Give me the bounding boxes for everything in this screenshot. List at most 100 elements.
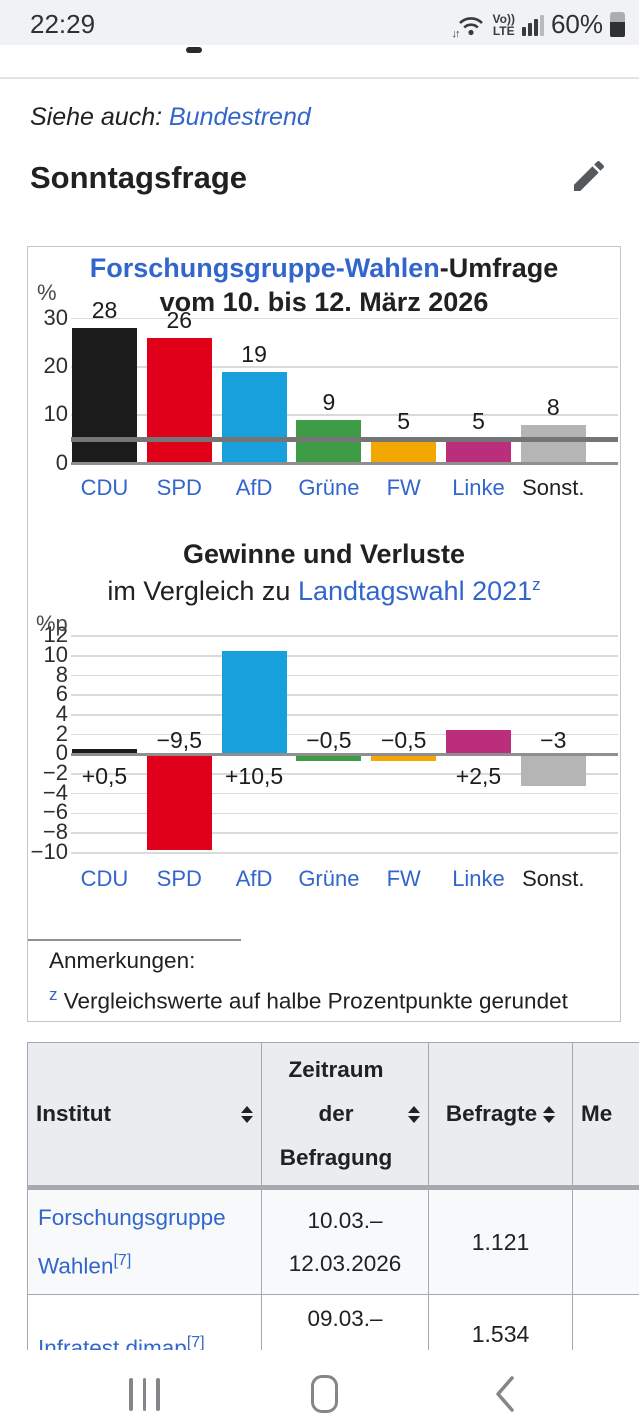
bar-SPD xyxy=(146,756,212,850)
bar-SPD xyxy=(146,337,212,464)
header-divider xyxy=(0,77,639,79)
befragte-cell: 1.534 xyxy=(428,1294,573,1350)
sort-arrows-icon[interactable] xyxy=(543,1105,556,1123)
chart2-unit-label: %p xyxy=(36,611,68,636)
bar-value-label: −0,5 xyxy=(380,726,427,753)
institut-link[interactable]: Forschungsgruppe Wahlen xyxy=(38,1205,226,1279)
party-label-Linke[interactable]: Linke xyxy=(452,475,505,500)
column-header-3[interactable]: Befragte xyxy=(428,1042,573,1190)
poll-table: Institut Zeitraum der Befragung Befragte Me… xyxy=(27,1042,639,1350)
reference-link[interactable]: [7] xyxy=(113,1252,132,1270)
bundestrend-link[interactable]: Bundestrend xyxy=(169,103,311,131)
party-label-SPD[interactable]: SPD xyxy=(156,475,202,500)
five-percent-threshold-line xyxy=(71,436,618,442)
gridline xyxy=(71,674,618,677)
methode-cell xyxy=(572,1294,639,1350)
bar-CDU xyxy=(72,328,137,464)
party-label-CDU[interactable]: CDU xyxy=(80,866,129,891)
volte-indicator: Vo)) LTE xyxy=(492,11,515,38)
bar-value-label: 28 xyxy=(91,297,118,324)
gridline xyxy=(71,655,618,657)
gridline xyxy=(71,414,618,416)
institut-cell: Forschungsgruppe Wahlen[7] xyxy=(27,1187,262,1295)
bar-value-label: 26 xyxy=(166,306,193,333)
bar-Sonst. xyxy=(520,424,586,464)
bar-value-label: 9 xyxy=(322,389,336,416)
system-navbar xyxy=(0,1352,639,1422)
column-header-label: Befragte xyxy=(445,1101,538,1126)
chart1-subtitle: vom 10. bis 12. März 2026 xyxy=(159,287,489,317)
reference-link[interactable]: [7] xyxy=(186,1334,205,1350)
gridline xyxy=(71,317,618,320)
party-label-AfD[interactable]: AfD xyxy=(235,475,273,500)
chart1-unit-label: % xyxy=(37,280,57,305)
gridline xyxy=(71,694,618,696)
party-label-Grüne[interactable]: Grüne xyxy=(298,475,360,500)
back-button[interactable] xyxy=(494,1375,516,1418)
column-header-label: Me xyxy=(581,1101,613,1126)
y-tick-label: 30 xyxy=(43,304,68,330)
footnote-z-anchor[interactable]: z xyxy=(49,985,58,1004)
bar-Linke xyxy=(446,439,511,464)
zeitraum-cell: 10.03.– 12.03.2026 xyxy=(261,1187,429,1295)
gridline xyxy=(71,733,618,736)
status-icons: ↓↑ Vo)) LTE 60% xyxy=(452,9,625,40)
recent-apps-button[interactable] xyxy=(129,1378,160,1411)
institut-link[interactable]: Infratest dimap xyxy=(38,1335,187,1351)
column-header-1[interactable]: Institut xyxy=(27,1042,262,1190)
footnote-z-link[interactable]: z xyxy=(532,575,541,594)
home-button[interactable] xyxy=(311,1375,338,1413)
bar-value-label: 8 xyxy=(546,393,560,420)
chart1-title: Forschungsgruppe-Wahlen-Umfrage xyxy=(89,253,559,283)
y-tick-label: −2 xyxy=(42,760,68,785)
gridline xyxy=(71,714,618,716)
poll-table-wrapper[interactable]: Institut Zeitraum der Befragung Befragte Me… xyxy=(27,1042,639,1350)
party-label-FW[interactable]: FW xyxy=(386,475,421,500)
bar-value-label: 19 xyxy=(241,340,267,367)
party-label-CDU[interactable]: CDU xyxy=(80,475,129,500)
party-label-Grüne[interactable]: Grüne xyxy=(298,866,360,891)
table-row: Forschungsgruppe Wahlen[7] 10.03.– 12.03.2… xyxy=(27,1187,639,1295)
landtagswahl-2021-link[interactable]: Landtagswahl 2021 xyxy=(297,576,533,606)
gridline xyxy=(71,792,618,795)
column-header-2[interactable]: Zeitraum der Befragung xyxy=(261,1042,429,1190)
bar-value-label: −0,5 xyxy=(306,726,352,753)
y-tick-label: −8 xyxy=(42,819,68,845)
party-label-Linke[interactable]: Linke xyxy=(452,866,505,891)
bar-value-label: 5 xyxy=(472,408,485,435)
y-tick-label: 12 xyxy=(43,622,68,648)
bar-value-label: 5 xyxy=(397,408,411,435)
institut-cell: Infratest dimap[7] xyxy=(27,1294,262,1351)
edit-pencil-icon[interactable] xyxy=(569,156,609,201)
y-tick-label: 10 xyxy=(43,401,68,427)
chart2-subtitle: im Vergleich zu Landtagswahl 2021z xyxy=(107,575,541,606)
party-label-FW[interactable]: FW xyxy=(386,866,421,891)
bar-AfD xyxy=(221,371,287,464)
clipped-content-fragment xyxy=(186,47,202,53)
column-header-label: Institut xyxy=(36,1101,111,1126)
sort-arrows-icon[interactable] xyxy=(241,1105,253,1123)
y-tick-label: 0 xyxy=(55,740,68,766)
status-bar: 22:29 ↓↑ Vo)) LTE 60% xyxy=(0,0,639,45)
party-label-AfD[interactable]: AfD xyxy=(235,866,273,891)
y-tick-label: 2 xyxy=(55,720,68,746)
page-section-title: Sonntagsfrage xyxy=(30,160,248,195)
bar-Sonst. xyxy=(520,756,586,786)
party-label-SPD[interactable]: SPD xyxy=(156,866,202,891)
forschungsgruppe-wahlen-link[interactable]: Forschungsgruppe-Wahlen xyxy=(89,253,440,283)
bar-CDU xyxy=(72,749,137,755)
gridline xyxy=(71,852,618,854)
column-header-4: Me xyxy=(572,1042,639,1190)
sort-arrows-icon[interactable] xyxy=(408,1105,420,1123)
y-tick-label: 20 xyxy=(43,352,68,378)
table-row: Infratest dimap[7] 09.03.– 1.534 xyxy=(27,1294,639,1351)
gridline xyxy=(71,773,618,775)
clock: 22:29 xyxy=(30,9,96,39)
column-header-label: Zeitraum der Befragung xyxy=(279,1057,393,1170)
bar-Linke xyxy=(446,729,511,755)
gridline xyxy=(71,635,618,637)
party-label-Sonst.: Sonst. xyxy=(522,475,585,500)
section-heading-row: Sonntagsfrage xyxy=(30,156,609,200)
bar-value-label: +10,5 xyxy=(224,763,284,790)
gridline xyxy=(71,832,618,834)
